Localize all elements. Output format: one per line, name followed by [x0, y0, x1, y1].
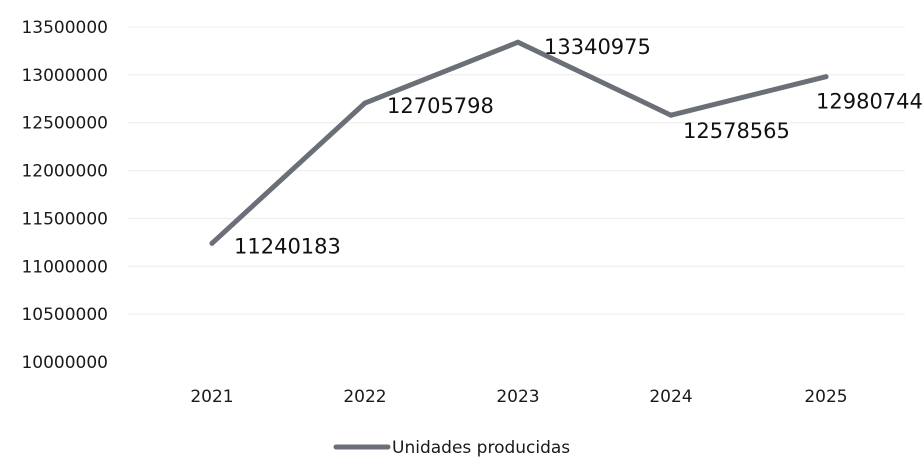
- x-axis-tick-labels: 2021 2022 2023 2024 2025: [190, 387, 847, 407]
- series-layer: [209, 39, 829, 246]
- y-tick-label: 13000000: [21, 66, 108, 86]
- data-label: 13340975: [544, 35, 651, 59]
- y-axis-tick-labels: 10000000 10500000 11000000 11500000 12000000…: [21, 18, 108, 373]
- x-tick-label: 2025: [804, 387, 847, 407]
- data-point: [209, 240, 215, 246]
- x-tick-label: 2024: [649, 387, 692, 407]
- y-tick-label: 12000000: [21, 162, 108, 182]
- legend-label-unidades-producidas: Unidades producidas: [392, 438, 570, 458]
- y-tick-label: 11500000: [21, 209, 108, 229]
- data-label: 11240183: [234, 234, 341, 258]
- y-tick-label: 10500000: [21, 305, 108, 325]
- x-tick-label: 2021: [190, 387, 233, 407]
- data-label: 12980744: [816, 90, 923, 114]
- data-point: [362, 100, 368, 106]
- y-tick-label: 12500000: [21, 114, 108, 134]
- data-point: [668, 112, 674, 118]
- data-labels: 11240183 12705798 13340975 12578565 12980744: [234, 35, 923, 258]
- data-label: 12578565: [683, 119, 790, 143]
- legend: Unidades producidas: [333, 438, 570, 458]
- data-point: [823, 74, 829, 80]
- gridlines: [128, 26, 905, 315]
- y-tick-label: 10000000: [21, 353, 108, 373]
- data-point: [515, 39, 521, 45]
- x-tick-label: 2022: [343, 387, 386, 407]
- y-tick-label: 13500000: [21, 18, 108, 38]
- y-tick-label: 11000000: [21, 257, 108, 277]
- data-label: 12705798: [387, 94, 494, 118]
- x-tick-label: 2023: [496, 387, 539, 407]
